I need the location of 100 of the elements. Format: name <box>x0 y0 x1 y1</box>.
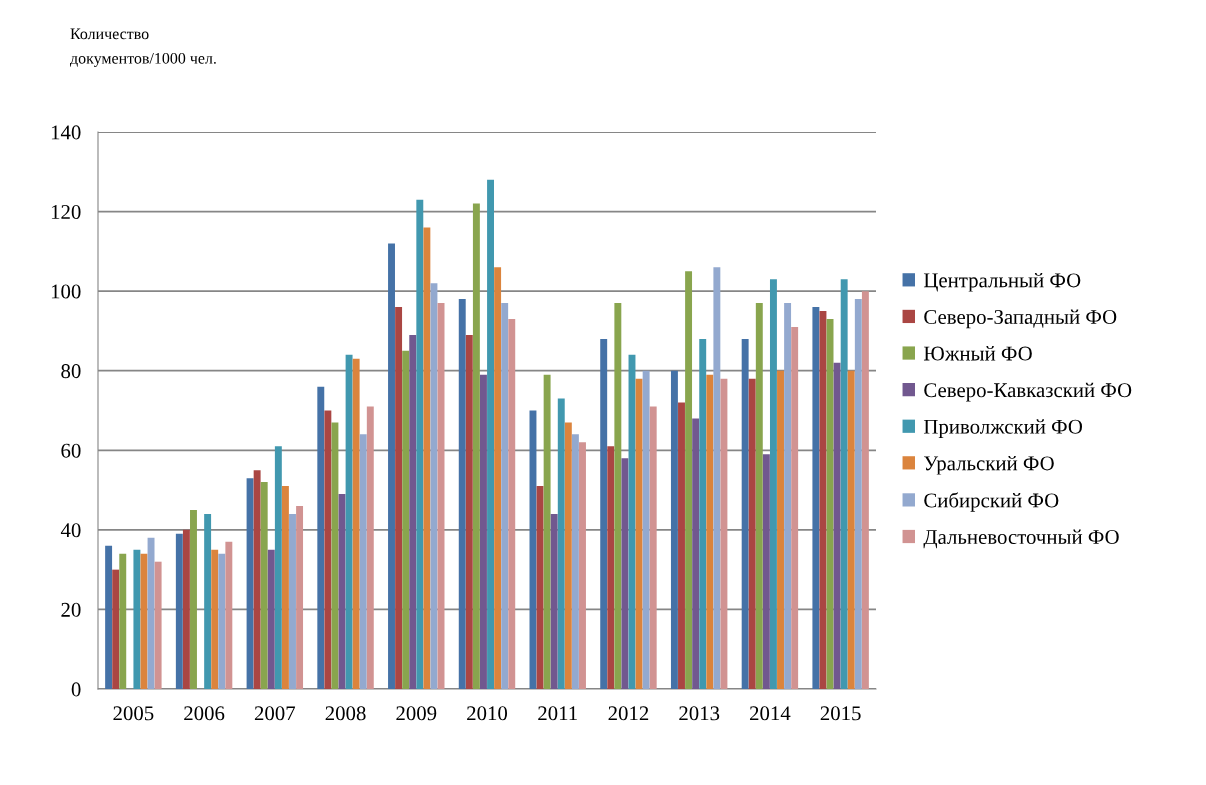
bar <box>112 569 120 689</box>
bar <box>423 227 431 689</box>
y-tick-label: 120 <box>51 204 81 219</box>
bar <box>543 374 551 689</box>
bar <box>458 299 466 689</box>
x-tick-label: 2011 <box>538 706 577 721</box>
bar <box>175 533 183 689</box>
bar <box>296 505 304 689</box>
y-tick-label: 0 <box>71 682 81 697</box>
bar <box>317 386 325 689</box>
bar <box>642 370 650 689</box>
bar <box>854 299 862 689</box>
x-tick-label: 2015 <box>820 706 861 721</box>
bar <box>465 334 473 689</box>
bar <box>699 338 707 689</box>
bar <box>635 378 643 689</box>
bar <box>147 537 155 689</box>
bar <box>791 326 799 689</box>
y-tick-label: 140 <box>51 125 81 140</box>
bar <box>720 378 728 689</box>
bar <box>324 410 332 689</box>
bar <box>678 402 685 689</box>
bar <box>409 334 417 689</box>
legend-label: Сибирский ФО <box>924 492 1059 512</box>
bar <box>345 354 353 689</box>
x-tick-label: 2005 <box>113 706 154 721</box>
x-tick-label: 2014 <box>749 706 791 721</box>
bar <box>607 446 615 689</box>
bar <box>508 318 516 689</box>
bar <box>430 283 438 689</box>
bar <box>359 434 367 689</box>
bar <box>713 267 721 689</box>
bar <box>416 199 424 689</box>
y-tick-label: 20 <box>61 602 81 617</box>
bar <box>331 422 339 689</box>
bar <box>274 446 282 689</box>
bar <box>119 553 127 689</box>
bar <box>366 406 374 689</box>
x-tick-label: 2013 <box>679 706 720 721</box>
bar <box>211 549 219 689</box>
x-tick-label: 2007 <box>254 706 296 721</box>
bar <box>741 338 749 689</box>
bar <box>395 307 403 689</box>
bar <box>388 243 395 689</box>
bar <box>105 545 113 689</box>
bar <box>246 478 254 689</box>
y-axis-title: Количество документов/1000 чел. <box>70 28 216 67</box>
bar <box>748 378 756 689</box>
bar <box>769 279 777 689</box>
legend-label: Уральский ФО <box>924 455 1054 475</box>
bar <box>218 553 226 689</box>
bar <box>487 179 494 689</box>
bar <box>253 470 261 689</box>
bar <box>267 549 275 689</box>
legend-label: Северо-Западный ФО <box>924 309 1117 329</box>
bar <box>777 370 784 689</box>
bar <box>706 374 714 689</box>
legend-label: Южный ФО <box>923 346 1032 361</box>
bar <box>649 406 657 689</box>
bar <box>501 303 509 689</box>
bar <box>621 458 629 689</box>
bar <box>784 303 792 689</box>
legend-label: Центральный ФО <box>923 272 1081 292</box>
bar <box>494 267 502 689</box>
bar <box>190 509 197 689</box>
bar <box>281 486 289 689</box>
bar <box>571 434 579 689</box>
bar <box>833 362 841 689</box>
x-tick-label: 2008 <box>325 706 366 721</box>
y-tick-label: 100 <box>51 284 81 299</box>
bar <box>260 482 268 689</box>
x-tick-label: 2006 <box>184 706 225 721</box>
bar <box>819 311 827 689</box>
bar <box>352 358 360 689</box>
legend-label: Северо-Кавказский ФО <box>924 382 1132 402</box>
bar <box>225 541 233 689</box>
bar <box>133 549 141 689</box>
x-tick-label: 2010 <box>467 706 508 721</box>
bar <box>692 418 700 689</box>
bar <box>670 370 678 689</box>
bar <box>812 307 820 689</box>
x-tick-label: 2009 <box>396 706 437 721</box>
bar <box>861 291 869 689</box>
bar <box>840 279 848 689</box>
bar <box>557 398 565 689</box>
legend-label: Дальневосточный ФО <box>923 529 1119 549</box>
bar <box>614 303 622 689</box>
bar <box>536 486 544 689</box>
bar <box>154 561 162 689</box>
y-tick-label: 60 <box>61 443 81 458</box>
bar <box>550 513 558 689</box>
x-tick-label: 2012 <box>608 706 649 721</box>
bar <box>289 513 296 689</box>
bar <box>564 422 572 689</box>
legend-label: Приволжский ФО <box>923 419 1083 439</box>
bar <box>579 442 586 689</box>
bar <box>600 338 608 689</box>
bar <box>472 203 480 689</box>
y-tick-label: 80 <box>61 364 81 379</box>
bar <box>847 370 855 689</box>
